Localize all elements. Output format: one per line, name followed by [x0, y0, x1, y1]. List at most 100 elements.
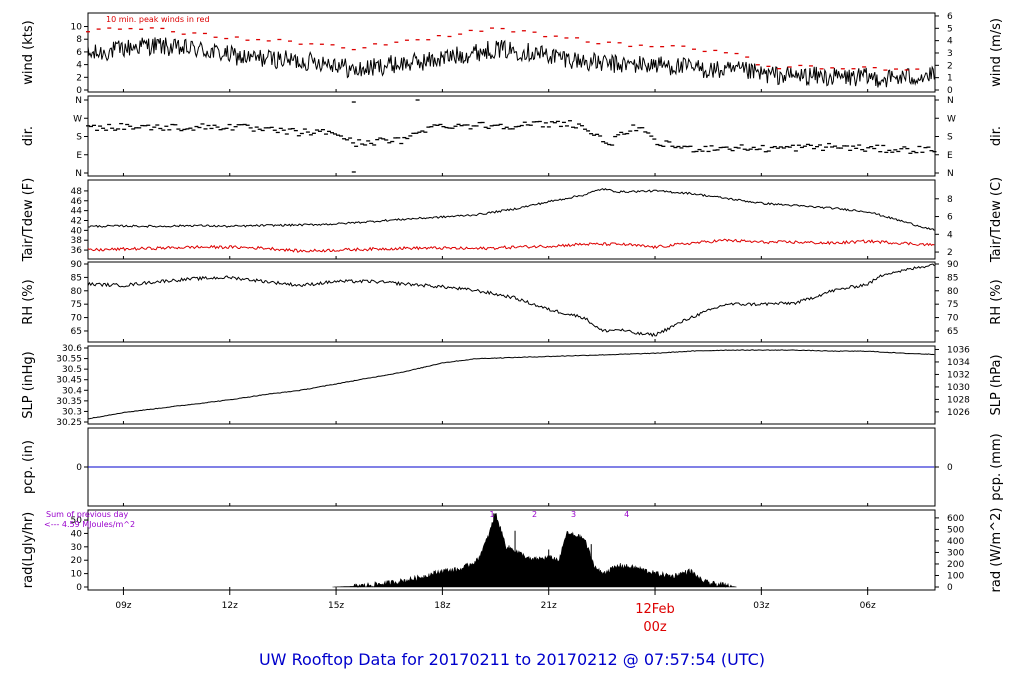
right-y-axis-label: pcp. (mm)	[989, 433, 1004, 500]
slp-pressure-line	[88, 349, 935, 420]
right-y-tick-label: 3	[947, 49, 953, 59]
radiation-area	[332, 513, 737, 589]
x-tick-label: 15z	[328, 601, 344, 611]
y-tick-label: 80	[71, 287, 83, 297]
right-y-tick-label: 1028	[947, 395, 970, 405]
y-tick-label: 90	[71, 260, 83, 270]
right-y-axis-label: dir.	[989, 126, 1004, 146]
panel-rad-frame	[87, 509, 936, 591]
temp-air-line	[87, 188, 935, 231]
y-axis-label: dir.	[21, 126, 36, 146]
right-y-tick-label: 70	[947, 314, 959, 324]
x-tick-label: 12z	[222, 601, 238, 611]
rad-marker-label: 3	[571, 510, 576, 519]
right-y-tick-label: 100	[947, 571, 964, 581]
right-y-axis-label: SLP (hPa)	[989, 354, 1004, 415]
y-tick-label: 30.55	[56, 355, 82, 365]
y-tick-label: 30.25	[56, 418, 82, 428]
right-y-tick-label: W	[947, 114, 956, 124]
y-tick-label: 85	[71, 273, 82, 283]
y-tick-label: 0	[76, 86, 82, 96]
right-y-tick-label: 400	[947, 537, 964, 547]
panel-pcp: 0 0 pcp. (in) pcp. (mm)	[21, 427, 1004, 507]
right-y-tick-label: 2	[947, 61, 953, 71]
right-y-tick-label: 4	[947, 230, 953, 240]
y-tick-label: E	[76, 151, 82, 161]
y-tick-label: 30.6	[62, 344, 82, 354]
rh-rh-line	[87, 263, 935, 338]
y-tick-label: 10	[71, 570, 83, 580]
right-y-tick-label: 90	[947, 260, 959, 270]
right-y-tick-label: 5	[947, 24, 953, 34]
right-y-tick-label: 85	[947, 273, 958, 283]
right-y-tick-label: 6	[947, 213, 953, 223]
temp-dew-line	[87, 238, 935, 253]
y-axis-label: wind (kts)	[21, 20, 36, 84]
right-y-tick-label: 1026	[947, 408, 970, 418]
right-y-tick-label: 500	[947, 525, 964, 535]
panel-rh: 65 70 75 80 85 90 65 70 75 80 85 90 RH (%) RH (%)	[21, 260, 1004, 343]
right-y-tick-label: 300	[947, 548, 964, 558]
right-y-tick-label: N	[947, 169, 954, 179]
y-tick-label: 10	[71, 23, 83, 33]
right-y-tick-label: 1	[947, 74, 953, 84]
wind-speed-line	[87, 37, 935, 88]
y-tick-label: 46	[71, 197, 83, 207]
right-y-tick-label: 1032	[947, 370, 970, 380]
panel-temp-frame	[87, 179, 936, 260]
y-tick-label: N	[75, 96, 82, 106]
right-y-tick-label: 4	[947, 37, 953, 47]
y-tick-label: 30.5	[62, 365, 82, 375]
right-y-tick-label: N	[947, 96, 954, 106]
x-tick-label: 21z	[541, 601, 557, 611]
right-y-tick-label: 2	[947, 248, 953, 258]
x-tick-label: 03z	[753, 601, 769, 611]
right-y-tick-label: S	[947, 133, 953, 143]
wind-annotation: 10 min. peak winds in red	[106, 15, 210, 24]
right-y-tick-label: 75	[947, 300, 958, 310]
right-y-tick-label: 0	[947, 86, 953, 96]
y-tick-label: N	[75, 169, 82, 179]
y-tick-label: 0	[76, 583, 82, 593]
panel-wind: 0 2 4 6 8 10 0 1 2 3 4 5 6 wind (kts) wind (m/s) 10 min…	[21, 12, 1004, 96]
y-tick-label: 20	[71, 556, 83, 566]
y-tick-label: 50	[71, 516, 83, 526]
right-y-tick-label: 0	[947, 463, 953, 473]
y-tick-label: W	[73, 114, 82, 124]
y-tick-label: 38	[71, 236, 83, 246]
y-tick-label: 42	[71, 216, 82, 226]
right-y-tick-label: 8	[947, 195, 953, 205]
y-axis-label: pcp. (in)	[21, 440, 36, 494]
y-tick-label: 0	[76, 463, 82, 473]
right-y-tick-label: 600	[947, 514, 964, 524]
right-y-axis-label: rad (W/m^2)	[989, 508, 1004, 593]
y-tick-label: 40	[71, 529, 83, 539]
rad-marker-label: 4	[624, 510, 629, 519]
right-y-tick-label: 80	[947, 287, 959, 297]
rad-marker-label: 2	[532, 510, 537, 519]
panel-slp-frame	[87, 345, 936, 425]
y-axis-label: Tair/Tdew (F)	[21, 178, 36, 263]
x-day-label: 12Feb	[635, 602, 675, 617]
rad-annotation-line1: Sum of previous day	[46, 510, 128, 519]
y-tick-label: 8	[76, 35, 82, 45]
y-tick-label: 70	[71, 314, 83, 324]
y-tick-label: 75	[71, 300, 82, 310]
y-tick-label: 30	[71, 543, 83, 553]
panel-rad: 010203040500100200300400500600rad(Lgly/h…	[21, 508, 1004, 593]
y-tick-label: 30.35	[56, 397, 82, 407]
y-tick-label: 65	[71, 327, 82, 337]
y-axis-label: RH (%)	[21, 279, 36, 324]
y-tick-label: 44	[71, 207, 83, 217]
y-tick-label: 30.45	[56, 376, 82, 386]
right-y-tick-label: 1036	[947, 345, 970, 355]
y-tick-label: 30.3	[62, 407, 82, 417]
right-y-tick-label: 65	[947, 327, 958, 337]
right-y-axis-label: wind (m/s)	[989, 18, 1004, 87]
rad-annotation-line2: <--- 4.59 MJoules/m^2	[44, 520, 135, 529]
right-y-tick-label: 1034	[947, 358, 970, 368]
